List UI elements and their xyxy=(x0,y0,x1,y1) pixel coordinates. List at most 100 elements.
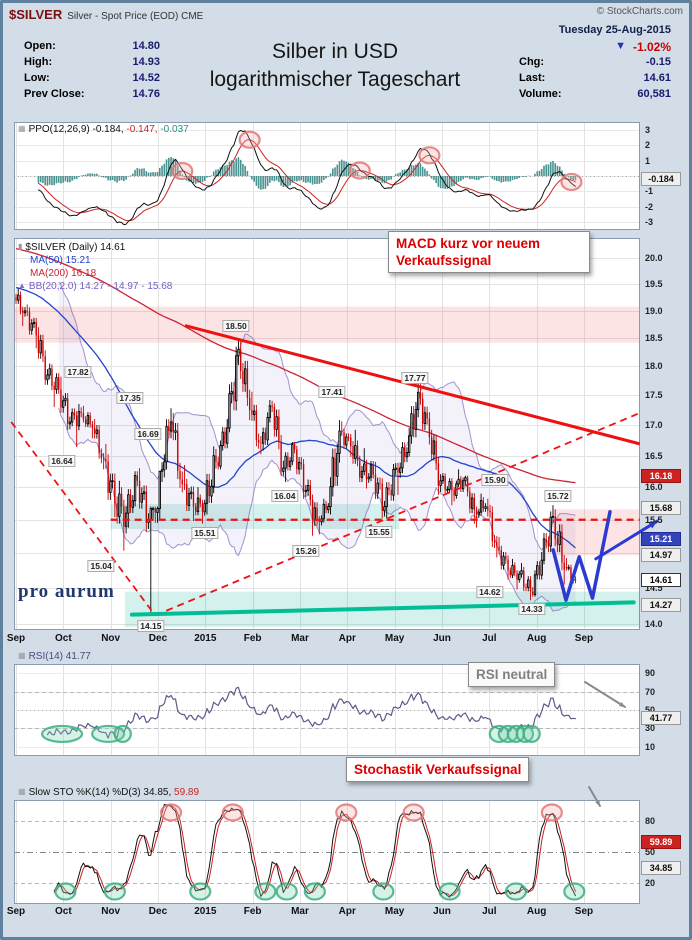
rsi-legend: ▦ RSI(14) 41.77 xyxy=(18,651,91,662)
ticker-description: Silver - Spot Price (EOD) CME xyxy=(67,11,204,22)
ppo-label[interactable]: PPO(12,26,9) xyxy=(28,124,90,135)
bb-legend[interactable]: ▲ BB(20,2.0) 14.27 - 14.97 - 15.68 xyxy=(18,281,172,292)
price-y-tick: 18.5 xyxy=(645,333,663,344)
ppo-y-tick: 2 xyxy=(645,140,651,151)
rsi-y-tick: 90 xyxy=(645,668,656,679)
open-label: Open: xyxy=(24,40,56,52)
price-callout: 15.55 xyxy=(365,526,393,539)
price-y-tick: 18.0 xyxy=(645,361,663,372)
ppo-icon: ▦ xyxy=(18,124,26,133)
high-label: High: xyxy=(24,56,53,68)
chg-label: Chg: xyxy=(519,56,545,68)
ma50-legend[interactable]: MA(50) 15.21 xyxy=(30,255,91,266)
price-callout: 18.50 xyxy=(222,320,250,333)
price-callout: 15.51 xyxy=(191,527,219,540)
rsi-axis-tag: 41.77 xyxy=(641,710,681,725)
x-axis-label-price: Jun xyxy=(433,633,451,644)
price-callout: 17.41 xyxy=(318,386,346,399)
chart-date: Tuesday 25-Aug-2015 xyxy=(558,24,671,36)
ppo-legend: ▦ PPO(12,26,9) -0.184, -0.147, -0.037 xyxy=(18,124,189,135)
price-y-tick: 17.5 xyxy=(645,390,663,401)
x-axis-label-stoch: Sep xyxy=(6,906,26,917)
ticker-symbol[interactable]: $SILVER xyxy=(9,7,63,22)
x-axis-label-price: Feb xyxy=(243,633,262,644)
price-callout: 15.90 xyxy=(481,474,509,487)
x-axis-label-stoch: Dec xyxy=(148,906,168,917)
chart-title-line1: Silber in USD xyxy=(271,40,399,63)
x-axis-label-stoch: Sep xyxy=(574,906,594,917)
price-axis-tag: 14.97 xyxy=(641,548,681,563)
down-triangle-icon: ▼ xyxy=(615,40,626,52)
stoch-y-tick: 50 xyxy=(645,847,656,857)
ppo-y-tick: -3 xyxy=(645,217,654,228)
header-row: $SILVER Silver - Spot Price (EOD) CME xyxy=(9,6,203,24)
bb-icon: ▲ xyxy=(18,281,26,290)
stoch-d-value: 59.89 xyxy=(174,787,200,798)
price-y-tick: 17.0 xyxy=(645,419,663,430)
price-callout: 17.35 xyxy=(116,392,144,405)
stoch-k-value: 34.85, xyxy=(143,787,172,798)
pro-aurum-watermark: pro aurum xyxy=(18,581,115,602)
high-value: 14.93 xyxy=(132,56,160,68)
ma200-legend[interactable]: MA(200) 16.18 xyxy=(30,268,97,279)
stoch-icon: ▦ xyxy=(18,787,26,796)
x-axis-label-stoch: Feb xyxy=(243,906,262,917)
stoch-axis-tag: 59.89 xyxy=(641,834,681,849)
chart-title: Silber in USD logarithmischer Tageschart xyxy=(150,38,520,94)
ppo-y-tick: 1 xyxy=(645,155,651,166)
x-axis-label-price: Nov xyxy=(101,633,121,644)
price-callout: 14.62 xyxy=(476,585,504,598)
price-callout: 16.04 xyxy=(271,490,299,503)
rsi-y-tick: 10 xyxy=(645,741,656,752)
x-axis-label-stoch: 2015 xyxy=(194,906,217,917)
quote-high-row: High: 14.93 xyxy=(24,56,160,72)
change-row: ▼ -1.02% xyxy=(519,40,671,56)
price-axis-tag: 14.61 xyxy=(641,573,681,588)
quote-block: Open: 14.80 High: 14.93 Low: 14.52 Prev Clo… xyxy=(24,40,160,104)
price-callout: 14.15 xyxy=(137,620,165,633)
stats-block: ▼ -1.02% Chg: -0.15 Last: 14.61 Volume: 60,5… xyxy=(519,40,671,104)
price-axis-tag: 16.18 xyxy=(641,468,681,483)
chg-value: -0.15 xyxy=(645,56,671,68)
x-axis-label-price: May xyxy=(384,633,405,644)
x-axis-label-price: Sep xyxy=(6,633,26,644)
volume-row: Volume: 60,581 xyxy=(519,88,671,104)
price-y-tick: 16.5 xyxy=(645,450,663,461)
candles-icon: ▮ xyxy=(18,242,23,251)
price-axis-tag: 14.27 xyxy=(641,597,681,612)
price-axis-tag: 15.68 xyxy=(641,500,681,515)
price-callout: 14.33 xyxy=(518,602,546,615)
rsi-label[interactable]: RSI(14) 41.77 xyxy=(28,651,91,662)
rsi-y-tick: 30 xyxy=(645,723,656,734)
price-callout: 17.82 xyxy=(64,366,92,379)
price-y-tick: 15.5 xyxy=(645,514,663,525)
stoch-y-tick: 20 xyxy=(645,878,656,889)
ppo-y-tick: -2 xyxy=(645,201,654,212)
price-callout: 16.69 xyxy=(134,428,162,441)
chart-title-line2: logarithmischer Tageschart xyxy=(209,68,461,91)
price-callout: 15.26 xyxy=(292,544,320,557)
rsi-icon: ▦ xyxy=(18,651,26,660)
price-y-tick: 16.0 xyxy=(645,482,663,493)
last-value: 14.61 xyxy=(643,72,671,84)
low-label: Low: xyxy=(24,72,50,84)
price-callout: 15.04 xyxy=(87,559,115,572)
stoch-label[interactable]: Slow STO %K(14) %D(3) xyxy=(28,787,141,798)
prev-close-label: Prev Close: xyxy=(24,88,85,100)
price-callout: 15.72 xyxy=(544,489,572,502)
ppo-axis-tag: -0.184 xyxy=(641,171,681,186)
x-axis-label-stoch: Aug xyxy=(526,906,547,917)
x-axis-label-price: Jul xyxy=(482,633,497,644)
last-row: Last: 14.61 xyxy=(519,72,671,88)
stoch-legend: ▦ Slow STO %K(14) %D(3) 34.85, 59.89 xyxy=(18,787,199,798)
change-pct: -1.02% xyxy=(632,40,671,54)
chg-row: Chg: -0.15 xyxy=(519,56,671,72)
price-y-tick: 14.5 xyxy=(645,583,663,594)
x-axis-label-price: Oct xyxy=(54,633,72,644)
price-legend-text[interactable]: $SILVER (Daily) 14.61 xyxy=(25,242,126,253)
open-value: 14.80 xyxy=(132,40,160,52)
x-axis-label-stoch: Mar xyxy=(291,906,309,917)
quote-low-row: Low: 14.52 xyxy=(24,72,160,88)
stoch-y-tick: 80 xyxy=(645,815,656,826)
